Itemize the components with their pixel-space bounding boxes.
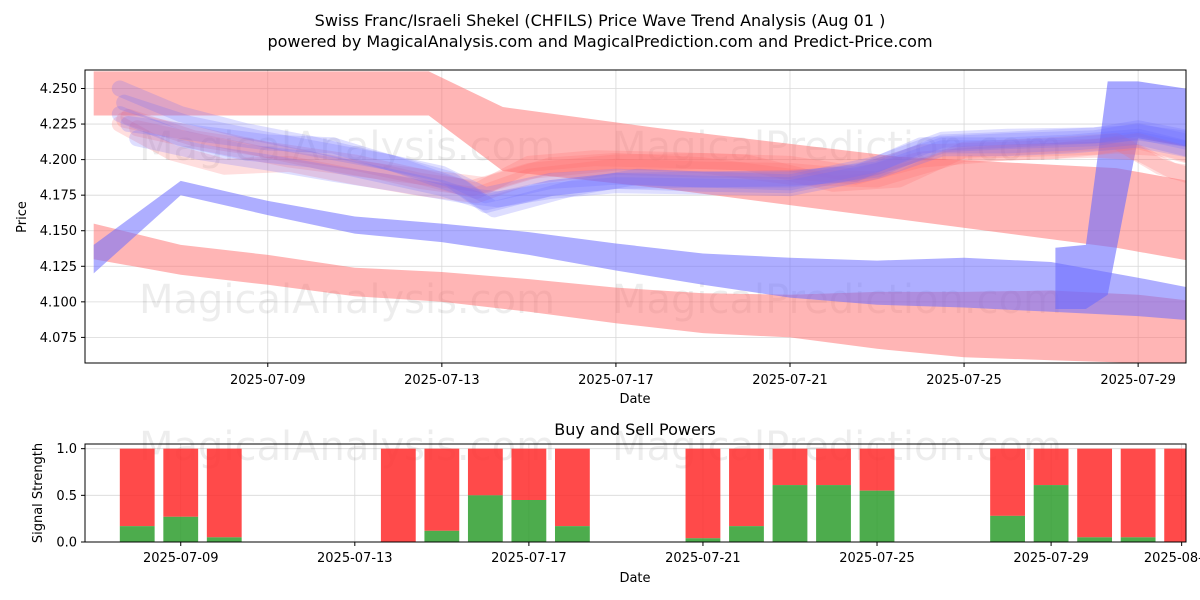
sell-bar-2025-07-29 [1033,448,1069,486]
price-x-tick-label: 2025-07-21 [752,373,828,388]
buy-bar-2025-07-25 [859,490,895,542]
buy-sell-x-tick-label: 2025-07-09 [143,551,219,566]
sell-bar-2025-07-15 [424,448,460,531]
sell-bar-2025-07-23 [772,448,808,486]
short-wave-red-3 [129,120,1186,194]
sell-bar-2025-07-28 [990,448,1025,516]
price-x-tick-label: 2025-07-17 [578,373,654,388]
price-y-tick-label: 4.250 [40,82,77,97]
price-x-tick-label: 2025-07-09 [230,373,306,388]
short-wave-red-1 [111,116,1186,204]
buy-sell-x-tick-label: 2025-07-29 [1013,551,1089,566]
price-y-tick-label: 4.125 [40,260,77,275]
price-x-tick-label: 2025-07-25 [926,373,1002,388]
price-y-tick-label: 4.175 [40,189,77,204]
buy-sell-plot-frame [84,443,1187,543]
buy-sell-y-axis-label: Signal Strength [31,443,46,543]
price-x-tick-label: 2025-07-29 [1100,373,1176,388]
price-plot-frame [84,69,1187,364]
sell-bar-2025-07-08 [119,448,155,527]
buy-bar-2025-07-29 [1033,485,1069,542]
sell-bar-2025-07-14 [380,448,416,542]
buy-bar-2025-07-28 [990,515,1025,542]
sell-bar-2025-07-21 [685,448,721,539]
buy-bar-2025-07-23 [772,485,808,542]
sell-bar-2025-07-30 [1077,448,1113,538]
chart-title: Swiss Franc/Israeli Shekel (CHFILS) Pric… [315,11,886,30]
short-wave-blue-8 [129,130,1186,208]
short-wave-blue-6 [120,116,1186,218]
price-x-axis-label: Date [619,392,650,407]
buy-sell-x-tick-label: 2025-07-17 [491,551,567,566]
buy-sell-x-tick-label: 2025-07-25 [839,551,915,566]
sell-bar-2025-07-09 [163,448,199,517]
wave-band-red-long-lower [93,223,1186,363]
buy-bar-2025-07-08 [119,526,155,542]
price-y-tick-label: 4.150 [40,224,77,239]
buy-bar-2025-07-10 [206,537,242,542]
price-y-tick-label: 4.075 [40,331,77,346]
buy-bar-2025-07-30 [1077,537,1113,542]
buy-sell-x-tick-label: 2025-07-21 [665,551,741,566]
buy-bar-2025-07-09 [163,516,199,542]
short-wave-blue-5 [116,94,1186,214]
buy-bar-2025-07-24 [816,485,851,542]
sell-bar-2025-07-10 [206,448,242,538]
wave-band-red-long-upper [93,71,1186,261]
buy-sell-x-axis-label: Date [619,571,650,586]
price-wave-panel: MagicalAnalysis.com MagicalPrediction.co… [15,69,1187,407]
sell-bar-2025-07-25 [859,448,895,491]
wave-band-blue-hook [1055,81,1186,309]
buy-sell-panel: Buy and Sell Powers MagicalAnalysis.com … [31,420,1200,586]
buy-bar-2025-07-22 [729,526,764,542]
price-x-tick-label: 2025-07-13 [404,373,480,388]
buy-bar-2025-07-17 [511,500,547,542]
sell-bar-2025-08-01 [1164,448,1186,542]
buy-sell-y-tick-label: 1.0 [56,442,77,457]
short-wave-blue-4 [111,80,1186,204]
sell-bar-2025-07-18 [554,448,590,527]
short-wave-blue-7 [111,106,1186,211]
buy-sell-y-tick-label: 0.5 [56,489,77,504]
price-y-tick-label: 4.225 [40,118,77,133]
short-wave-red-2 [120,108,1186,199]
buy-bar-2025-07-15 [424,530,460,542]
buy-bar-2025-07-18 [554,526,590,542]
buy-bar-2025-07-21 [685,538,721,542]
price-y-tick-label: 4.200 [40,153,77,168]
buy-sell-title: Buy and Sell Powers [554,420,716,439]
sell-bar-2025-07-31 [1120,448,1156,538]
sell-bar-2025-07-17 [511,448,547,500]
chart-subtitle: powered by MagicalAnalysis.com and Magic… [267,32,932,51]
price-y-tick-label: 4.100 [40,295,77,310]
price-y-axis-label: Price [15,201,30,233]
sell-bar-2025-07-22 [729,448,764,527]
buy-sell-x-tick-label: 2025-08-01 [1144,551,1200,566]
wave-band-blue-long-lower [93,180,1186,321]
buy-bar-2025-07-16 [467,495,503,542]
buy-bar-2025-07-31 [1120,537,1156,542]
buy-sell-x-tick-label: 2025-07-13 [317,551,393,566]
sell-bar-2025-07-24 [816,448,851,486]
short-wave-red-0 [116,111,1186,197]
buy-sell-y-tick-label: 0.0 [56,536,77,551]
sell-bar-2025-07-16 [467,448,503,496]
